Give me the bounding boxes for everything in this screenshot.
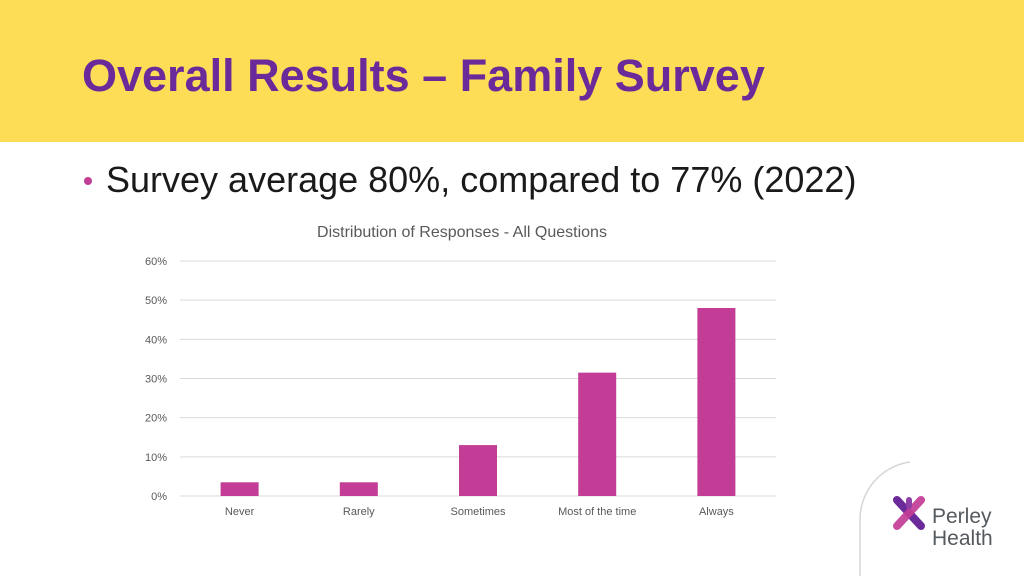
x-tick-label: Never: [225, 506, 255, 518]
bar-rarely: [339, 482, 378, 496]
y-tick-label: 20%: [145, 413, 167, 425]
x-axis-ticks: Never Rarely Sometimes Most of the time Alwa…: [225, 506, 734, 518]
chart-title: Distribution of Responses - All Question…: [317, 224, 607, 241]
y-axis-ticks: 0% 10% 20% 30% 40% 50% 60%: [145, 256, 167, 503]
y-tick-label: 60%: [145, 256, 167, 268]
y-tick-label: 30%: [145, 374, 167, 386]
y-tick-label: 40%: [145, 334, 167, 346]
bullet-item: Survey average 80%, compared to 77% (202…: [84, 156, 856, 204]
y-tick-label: 10%: [145, 452, 167, 464]
y-tick-label: 0%: [151, 491, 167, 503]
bar-most-of-the-time: [578, 372, 617, 496]
x-tick-label: Most of the time: [558, 506, 636, 518]
bar-sometimes: [459, 445, 497, 496]
bars: [220, 308, 736, 496]
header-band: [0, 0, 1024, 142]
y-tick-label: 50%: [145, 295, 167, 307]
logo-line-1: Perley: [932, 505, 992, 528]
slide-title: Overall Results – Family Survey: [82, 50, 765, 101]
bullet-text: Survey average 80%, compared to 77% (202…: [106, 159, 857, 200]
perley-cross-icon: [893, 496, 925, 530]
bar-always: [697, 308, 736, 496]
x-tick-label: Always: [699, 506, 734, 518]
perley-health-logo: Perley Health: [892, 494, 1004, 554]
x-tick-label: Rarely: [343, 506, 375, 518]
bullet-dot-icon: [84, 177, 92, 185]
bar-never: [220, 482, 259, 496]
logo-line-2: Health: [932, 527, 993, 550]
logo-text: Perley Health: [932, 506, 993, 550]
x-tick-label: Sometimes: [450, 506, 506, 518]
